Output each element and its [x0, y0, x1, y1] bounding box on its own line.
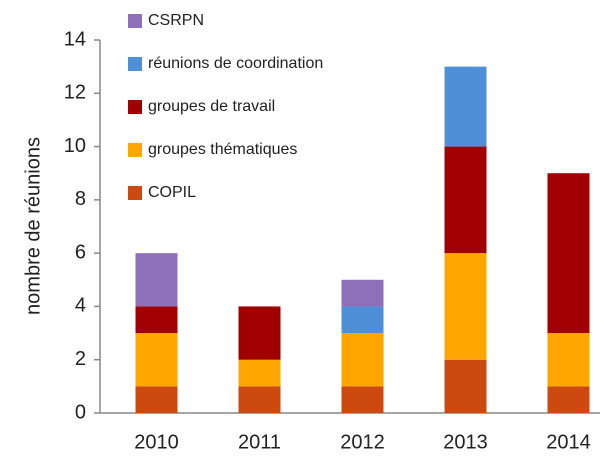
bar-segment	[238, 306, 281, 360]
legend-label: groupes de travail	[148, 98, 275, 115]
legend-label: COPIL	[148, 184, 196, 201]
bar-segment	[444, 359, 487, 413]
y-tick-label: 14	[64, 28, 86, 50]
y-tick-label: 10	[64, 135, 86, 157]
legend-swatch	[128, 186, 142, 200]
y-tick-label: 8	[75, 188, 86, 210]
x-tick-label: 2012	[340, 431, 385, 453]
bar-segment	[547, 386, 590, 413]
bar-segment	[444, 66, 487, 147]
bar-segment	[341, 279, 384, 307]
bar-segment	[135, 253, 178, 307]
bar-segment	[547, 333, 590, 387]
legend-label: groupes thématiques	[148, 141, 297, 158]
x-tick-label: 2011	[238, 431, 281, 453]
x-tick-label: 2013	[443, 431, 488, 453]
legend-label: réunions de coordination	[148, 55, 323, 72]
bar-segment	[547, 173, 590, 334]
x-tick-label: 2010	[134, 431, 179, 453]
legend-swatch	[128, 57, 142, 71]
x-tick-label: 2014	[546, 431, 591, 453]
legend-swatch	[128, 14, 142, 28]
bar-segment	[444, 253, 487, 360]
bar-segment	[238, 386, 281, 413]
bar-segment	[341, 333, 384, 387]
legend-swatch	[128, 143, 142, 157]
y-tick-label: 0	[75, 401, 86, 423]
bar-segment	[341, 306, 384, 334]
bar-segment	[238, 359, 281, 387]
bar-segment	[135, 386, 178, 413]
bar-segment	[341, 386, 384, 413]
y-tick-label: 2	[75, 348, 86, 370]
bar-segment	[135, 333, 178, 387]
legend-label: CSRPN	[148, 12, 204, 29]
y-axis-label: nombre de réunions	[22, 137, 44, 315]
y-tick-label: 6	[75, 241, 86, 263]
y-tick-label: 4	[75, 295, 86, 317]
y-tick-label: 12	[64, 82, 86, 104]
bar-segment	[444, 146, 487, 254]
bar-segment	[135, 306, 178, 334]
legend-swatch	[128, 100, 142, 114]
